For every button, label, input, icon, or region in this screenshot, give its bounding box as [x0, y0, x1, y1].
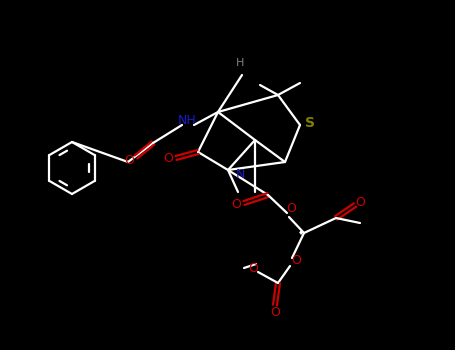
Text: O: O — [355, 196, 365, 210]
Text: O: O — [286, 203, 296, 216]
Text: N: N — [235, 168, 245, 182]
Text: S: S — [305, 116, 315, 130]
Text: O: O — [270, 306, 280, 318]
Text: H: H — [236, 58, 244, 68]
Text: O: O — [163, 153, 173, 166]
Text: O: O — [124, 154, 134, 167]
Text: NH: NH — [177, 113, 197, 126]
Text: O: O — [231, 197, 241, 210]
Text: O: O — [248, 261, 258, 274]
Text: O: O — [291, 254, 301, 267]
Text: ♦: ♦ — [298, 230, 304, 236]
